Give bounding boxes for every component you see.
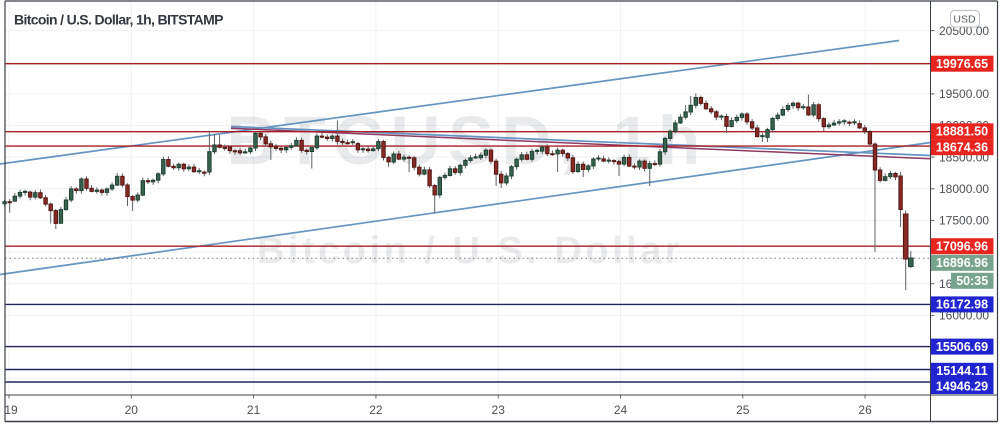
svg-text:14946.29: 14946.29 xyxy=(936,379,988,393)
svg-text:25: 25 xyxy=(736,403,750,417)
svg-text:18000.00: 18000.00 xyxy=(939,182,989,196)
svg-text:15506.69: 15506.69 xyxy=(936,340,988,354)
svg-text:24: 24 xyxy=(614,403,628,417)
svg-text:23: 23 xyxy=(492,403,506,417)
svg-text:21: 21 xyxy=(247,403,261,417)
svg-text:26: 26 xyxy=(858,403,872,417)
svg-text:18881.50: 18881.50 xyxy=(936,125,988,139)
svg-text:Bitcoin / U.S. Dollar, 1h, BIT: Bitcoin / U.S. Dollar, 1h, BITSTAMP xyxy=(14,11,223,27)
svg-text:22: 22 xyxy=(369,403,383,417)
svg-text:BTCUSD, 1h: BTCUSD, 1h xyxy=(226,102,707,179)
svg-text:17500.00: 17500.00 xyxy=(939,214,989,228)
svg-text:19976.65: 19976.65 xyxy=(936,57,988,71)
svg-text:19: 19 xyxy=(4,403,18,417)
svg-text:18674.36: 18674.36 xyxy=(936,141,988,155)
svg-text:20: 20 xyxy=(125,403,139,417)
svg-text:16896.96: 16896.96 xyxy=(936,256,988,270)
svg-text:USD: USD xyxy=(953,14,976,26)
svg-text:19500.00: 19500.00 xyxy=(939,87,989,101)
svg-text:50:35: 50:35 xyxy=(956,274,988,288)
svg-text:Bitcoin / U.S. Dollar: Bitcoin / U.S. Dollar xyxy=(257,230,683,272)
svg-text:16172.98: 16172.98 xyxy=(936,298,988,312)
svg-text:15144.11: 15144.11 xyxy=(936,364,987,378)
svg-text:17096.96: 17096.96 xyxy=(936,240,988,254)
